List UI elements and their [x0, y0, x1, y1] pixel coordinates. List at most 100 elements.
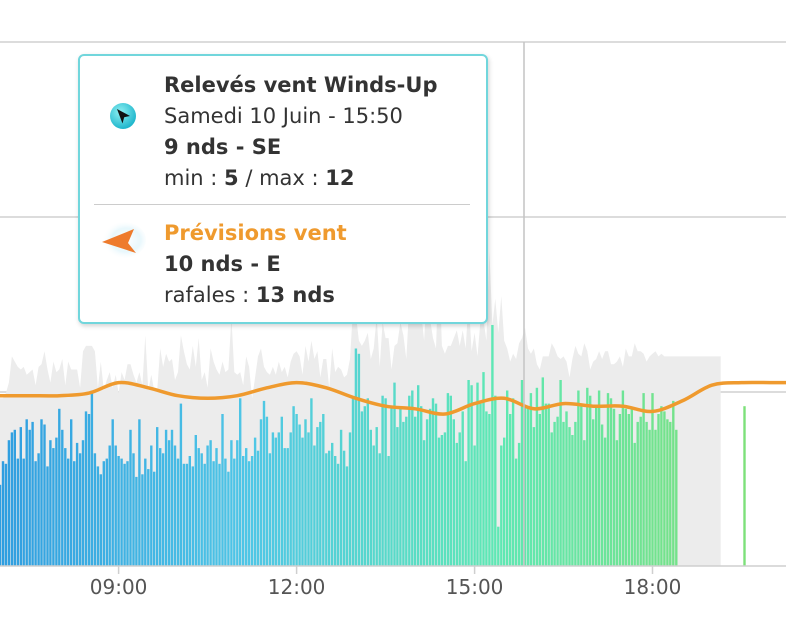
- wind-bar: [43, 424, 46, 566]
- wind-bar: [621, 390, 625, 566]
- wind-bar: [167, 440, 171, 566]
- wind-bar: [470, 385, 473, 566]
- wind-bar: [185, 463, 189, 566]
- wind-bar: [13, 429, 16, 566]
- wind-bar: [485, 411, 488, 566]
- wind-bar: [363, 406, 366, 566]
- wind-bar: [250, 456, 254, 566]
- wind-bar: [328, 450, 331, 566]
- wind-bar: [351, 398, 355, 566]
- wind-bar: [565, 411, 568, 566]
- wind-bar: [120, 458, 123, 566]
- wind-bar: [577, 390, 580, 566]
- wind-bar: [497, 526, 500, 566]
- wind-bar: [295, 414, 298, 566]
- wind-bar: [535, 387, 539, 566]
- wind-bar: [236, 440, 239, 566]
- wind-bar: [633, 442, 636, 566]
- wind-bar: [34, 461, 37, 566]
- wind-bar: [239, 398, 242, 566]
- wind-bar: [138, 419, 141, 566]
- wind-bar: [117, 456, 120, 566]
- wind-bar: [194, 435, 197, 566]
- wind-bar: [40, 419, 43, 566]
- wind-bar: [473, 445, 476, 566]
- wind-bar: [19, 427, 22, 566]
- wind-bar: [544, 403, 547, 566]
- wind-bar: [322, 414, 325, 566]
- wind-bar: [25, 419, 28, 566]
- wind-bar: [75, 442, 79, 566]
- wind-bar: [627, 414, 630, 566]
- wind-bar: [440, 435, 444, 566]
- wind-bar: [437, 437, 441, 566]
- wind-bar: [331, 442, 334, 566]
- wind-bar: [230, 440, 233, 566]
- wind-bar: [301, 437, 304, 566]
- wind-bar: [672, 400, 675, 566]
- wind-bar: [568, 427, 571, 566]
- wind-bar: [559, 380, 562, 566]
- wind-bar: [342, 450, 346, 566]
- wind-bar: [247, 461, 251, 566]
- wind-bar: [87, 414, 91, 566]
- wind-bar: [99, 474, 102, 566]
- wind-bar: [580, 403, 583, 566]
- wind-bar: [399, 408, 402, 566]
- wind-bar: [191, 466, 194, 566]
- wind-bar: [624, 408, 627, 566]
- wind-bar: [215, 448, 218, 566]
- wind-bar: [150, 445, 153, 566]
- wind-bar: [245, 448, 248, 566]
- wind-bar: [553, 421, 556, 566]
- wind-bar: [455, 442, 458, 566]
- wind-bar: [428, 408, 432, 566]
- wind-bar: [372, 445, 375, 566]
- gust-value: 13 nds: [255, 283, 335, 307]
- wind-bar: [500, 445, 503, 566]
- wind-bar: [114, 445, 117, 566]
- wind-bar: [615, 440, 619, 566]
- wind-bar: [164, 429, 168, 566]
- wind-bar: [523, 406, 527, 566]
- wind-bar: [491, 325, 494, 566]
- wind-bar: [159, 448, 162, 566]
- wind-bar: [651, 393, 654, 566]
- wind-bar: [636, 421, 639, 566]
- cursor-arrow-icon: [110, 103, 136, 129]
- wind-bar: [663, 411, 666, 566]
- wind-bar: [446, 393, 450, 566]
- wind-bar: [396, 427, 399, 566]
- gust-label: rafales :: [164, 283, 256, 307]
- wind-bar: [517, 442, 521, 566]
- wind-bar: [170, 429, 174, 566]
- wind-bar: [366, 398, 369, 566]
- wind-bar: [402, 421, 405, 566]
- forecast-title: Prévisions vent: [164, 221, 347, 245]
- wind-bar: [132, 453, 135, 566]
- wind-bar: [390, 406, 393, 566]
- wind-bar: [339, 429, 343, 566]
- wind-bar: [669, 421, 672, 566]
- wind-bar: [408, 395, 411, 566]
- wind-bar: [224, 458, 227, 566]
- wind-bar: [67, 458, 70, 566]
- wind-bar: [256, 450, 260, 566]
- wind-bar: [393, 382, 396, 566]
- wind-bar: [206, 445, 209, 566]
- max-value: 12: [325, 166, 355, 190]
- wind-bar: [108, 445, 111, 566]
- x-tick-label: 15:00: [446, 575, 504, 599]
- wind-bar: [209, 440, 212, 566]
- wind-bar: [37, 453, 40, 566]
- wind-bar: [529, 393, 533, 566]
- wind-bar: [357, 353, 361, 566]
- wind-bar: [526, 406, 530, 566]
- wind-bar: [520, 380, 524, 566]
- wind-bar: [218, 463, 221, 566]
- wind-bar: [0, 484, 2, 566]
- wind-bar: [595, 406, 598, 566]
- wind-bar: [645, 421, 648, 566]
- wind-bar: [173, 445, 177, 566]
